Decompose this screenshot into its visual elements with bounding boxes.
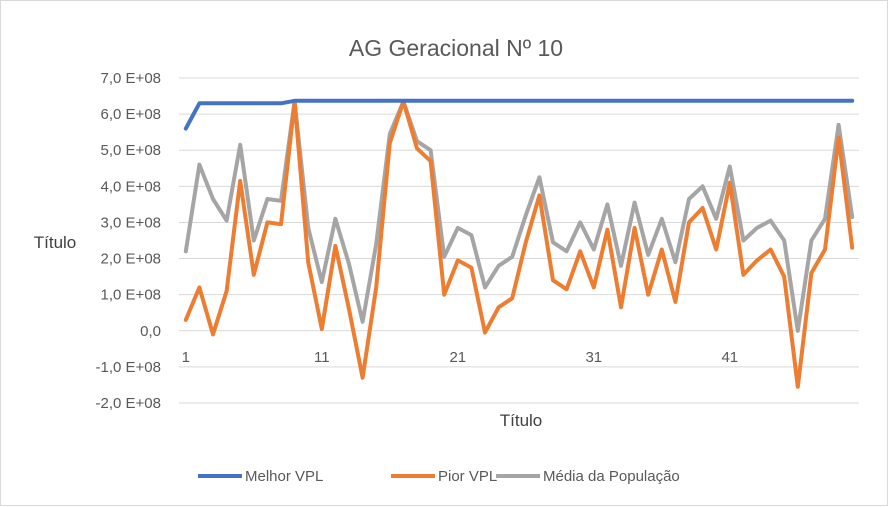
x-tick-label: 1 [182, 349, 190, 366]
y-tick-label: 3,0 E+08 [101, 214, 161, 231]
legend-label: Pior VPL [438, 468, 497, 485]
y-tick-label: -2,0 E+08 [96, 395, 161, 412]
y-tick-label: 4,0 E+08 [101, 178, 161, 195]
x-tick-label: 21 [449, 349, 466, 366]
y-tick-label: 6,0 E+08 [101, 106, 161, 123]
y-axis-title: Título [34, 233, 77, 252]
legend-label: Média da População [543, 468, 680, 485]
chart-title: AG Geracional Nº 10 [349, 35, 563, 61]
y-tick-label: 2,0 E+08 [101, 251, 161, 268]
x-tick-label: 41 [721, 349, 738, 366]
y-tick-label: 7,0 E+08 [101, 70, 161, 87]
y-tick-label: 0,0 [140, 323, 161, 340]
x-axis-tick-labels: 1 11 21 31 41 [182, 349, 739, 366]
x-tick-label: 11 [314, 349, 330, 366]
y-axis-tick-labels: -2,0 E+08 -1,0 E+08 0,0 1,0 E+08 2,0 E+08 3,0… [96, 70, 161, 412]
series-lines [183, 98, 855, 389]
gridlines [179, 77, 859, 404]
x-axis-title: Título [500, 411, 543, 430]
y-tick-label: 1,0 E+08 [101, 287, 161, 304]
y-tick-label: -1,0 E+08 [96, 359, 161, 376]
x-tick-label: 31 [585, 349, 602, 366]
series-line-0 [183, 98, 855, 131]
legend-label: Melhor VPL [245, 468, 323, 485]
series-line-1 [183, 99, 855, 389]
legend: Melhor VPL Pior VPL Média da População [198, 468, 680, 485]
series-line-2 [183, 99, 855, 333]
y-tick-label: 5,0 E+08 [101, 142, 161, 159]
